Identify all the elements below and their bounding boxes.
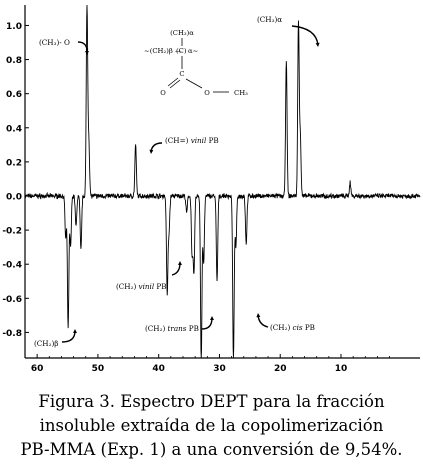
arrow-ch3-alpha-head <box>315 42 320 47</box>
y-tick-label: -0.6 <box>2 295 22 305</box>
peak-point <box>86 4 87 5</box>
peak-point <box>235 247 236 248</box>
spectrum-line <box>24 4 421 359</box>
peak-point <box>70 247 71 248</box>
y-tick-label: 0.4 <box>6 124 22 134</box>
label-ch2-trans: (CH₂) trans PB <box>145 324 199 333</box>
y-tick-label: 0.0 <box>6 192 22 202</box>
peak-point <box>88 141 89 142</box>
y-tick-label: 0.8 <box>6 56 22 66</box>
arrow-ch2-beta <box>61 330 76 343</box>
structure-double-bond-2 <box>169 79 181 89</box>
peak-point <box>167 293 168 294</box>
ticks: 1.0 0.8 0.6 0.4 0.2 0.0 -0.2 -0.4 -0.6 -0.8 60 50 40… <box>2 22 391 374</box>
structure-carbonyl-o: O <box>160 89 166 97</box>
label-ch3-o: (CH₃)- O <box>39 38 70 47</box>
structure-methoxy: CH₃ <box>234 89 248 97</box>
peak-point <box>233 363 234 364</box>
peak-point <box>298 21 299 22</box>
peak-point <box>75 226 76 227</box>
label-ch2-beta: (CH₂)β <box>34 339 58 348</box>
y-tick-label: -0.4 <box>2 261 22 271</box>
peak-point <box>135 144 136 145</box>
arrow-ch2-vinil-head <box>178 261 182 266</box>
arrow-ch3-alpha <box>291 25 319 46</box>
peak-point <box>216 281 217 282</box>
mma-structure: (CH₃)α ~(CH₂)β —(C) α~ C O O CH₃ <box>144 29 248 97</box>
peak-point <box>68 328 69 329</box>
arrow-ch2-trans-head <box>210 316 214 321</box>
annotations: (CH₃)- O (CH₃)α (CH=) vinil PB (CH₂) vinil … <box>34 15 320 348</box>
peak-point <box>286 59 287 60</box>
dept-spectrum-chart: 1.0 0.8 0.6 0.4 0.2 0.0 -0.2 -0.4 -0.6 -0.8 60 50 40… <box>2 4 421 374</box>
arrow-ch2-cis-head <box>256 313 261 318</box>
structure-top-methyl: (CH₃)α <box>170 29 194 37</box>
peak-point <box>65 238 66 239</box>
peak-point <box>186 212 187 213</box>
structure-double-bond-1 <box>167 77 179 87</box>
peak-point <box>350 182 351 183</box>
peak-point <box>300 136 301 137</box>
peak-point <box>246 243 247 244</box>
structure-ester-bond <box>185 78 203 89</box>
arrow-ch2-beta-head <box>73 329 77 334</box>
y-tick-label: -0.8 <box>2 329 22 339</box>
peak-point <box>192 255 193 256</box>
x-tick-label: 10 <box>335 364 348 374</box>
caption-line-1: Figura 3. Espectro DEPT para la fracción <box>38 392 385 411</box>
y-tick-label: 0.6 <box>6 90 22 100</box>
structure-quaternary-c: (C) <box>176 47 187 55</box>
label-ch-vinil: (CH=) vinil PB <box>165 136 219 145</box>
label-ch2-vinil: (CH₂) vinil PB <box>116 282 167 291</box>
y-tick-label: 0.2 <box>6 158 22 168</box>
peak-point <box>201 363 202 364</box>
x-tick-label: 30 <box>213 364 226 374</box>
peak-point <box>193 272 194 273</box>
caption-line-2: insoluble extraída de la copolimerizació… <box>39 416 384 435</box>
label-ch3-alpha: (CH₃)α <box>257 15 282 24</box>
y-tick-label: 1.0 <box>6 22 22 32</box>
arrow-ch-vinil-head <box>149 149 154 154</box>
x-tick-label: 20 <box>274 364 287 374</box>
structure-chain-left: ~(CH₂)β — <box>144 47 182 55</box>
structure-ester-o: O <box>204 89 210 97</box>
structure-carbonyl-c: C <box>179 70 184 78</box>
peak-point <box>203 264 204 265</box>
peak-point <box>168 230 169 231</box>
arrow-ch3-o-head <box>85 50 89 55</box>
axes <box>24 5 420 359</box>
x-tick-label: 50 <box>92 364 105 374</box>
label-ch2-cis: (CH₂) cis PB <box>270 323 315 332</box>
caption-line-3: PB-MMA (Exp. 1) a una conversión de 9,54… <box>20 440 403 459</box>
x-tick-label: 60 <box>31 364 44 374</box>
spectrum-series <box>24 4 421 364</box>
x-tick-label: 40 <box>152 364 165 374</box>
y-tick-label: -0.2 <box>2 227 22 237</box>
peak-point <box>80 250 81 251</box>
structure-chain-right: α~ <box>188 47 198 55</box>
